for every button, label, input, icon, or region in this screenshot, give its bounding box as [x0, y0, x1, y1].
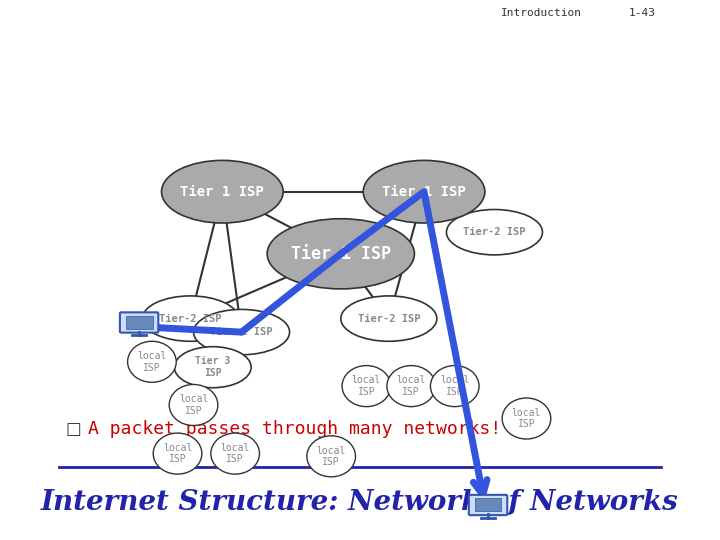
- Ellipse shape: [363, 160, 485, 223]
- Circle shape: [153, 433, 202, 474]
- Text: local
ISP: local ISP: [512, 408, 541, 429]
- Text: Tier 1 ISP: Tier 1 ISP: [382, 185, 466, 199]
- Text: local
ISP: local ISP: [179, 394, 208, 416]
- Circle shape: [502, 398, 551, 439]
- Text: Tier 1 ISP: Tier 1 ISP: [181, 185, 264, 199]
- Ellipse shape: [446, 210, 542, 255]
- Text: Tier-2 ISP: Tier-2 ISP: [358, 314, 420, 323]
- Text: Introduction: Introduction: [501, 9, 582, 18]
- Text: Tier-2 ISP: Tier-2 ISP: [463, 227, 526, 237]
- Ellipse shape: [341, 296, 437, 341]
- Text: local
ISP: local ISP: [163, 443, 192, 464]
- Ellipse shape: [194, 309, 289, 355]
- Circle shape: [387, 366, 436, 407]
- Text: Tier-2 ISP: Tier-2 ISP: [210, 327, 273, 337]
- Circle shape: [342, 366, 391, 407]
- Ellipse shape: [143, 296, 238, 341]
- Ellipse shape: [174, 347, 251, 388]
- Circle shape: [211, 433, 259, 474]
- Circle shape: [431, 366, 479, 407]
- Text: □: □: [66, 420, 81, 438]
- Text: local
ISP: local ISP: [440, 375, 469, 397]
- Text: Tier 3
ISP: Tier 3 ISP: [195, 356, 230, 378]
- Circle shape: [307, 436, 356, 477]
- Text: local
ISP: local ISP: [397, 375, 426, 397]
- Text: Tier 1 ISP: Tier 1 ISP: [291, 245, 391, 263]
- Text: Internet Structure: Network of Networks: Internet Structure: Network of Networks: [41, 489, 679, 516]
- Text: local
ISP: local ISP: [351, 375, 381, 397]
- Circle shape: [127, 341, 176, 382]
- Text: 1-43: 1-43: [629, 9, 656, 18]
- Ellipse shape: [267, 219, 415, 289]
- FancyBboxPatch shape: [126, 316, 153, 328]
- Text: A packet passes through many networks!: A packet passes through many networks!: [88, 420, 501, 438]
- Text: local
ISP: local ISP: [220, 443, 250, 464]
- FancyBboxPatch shape: [474, 498, 502, 511]
- Ellipse shape: [161, 160, 283, 223]
- FancyBboxPatch shape: [120, 312, 158, 333]
- Text: local
ISP: local ISP: [317, 446, 346, 467]
- FancyBboxPatch shape: [469, 495, 508, 515]
- Circle shape: [169, 384, 218, 426]
- Text: Tier-2 ISP: Tier-2 ISP: [159, 314, 222, 323]
- Text: local
ISP: local ISP: [138, 351, 166, 373]
